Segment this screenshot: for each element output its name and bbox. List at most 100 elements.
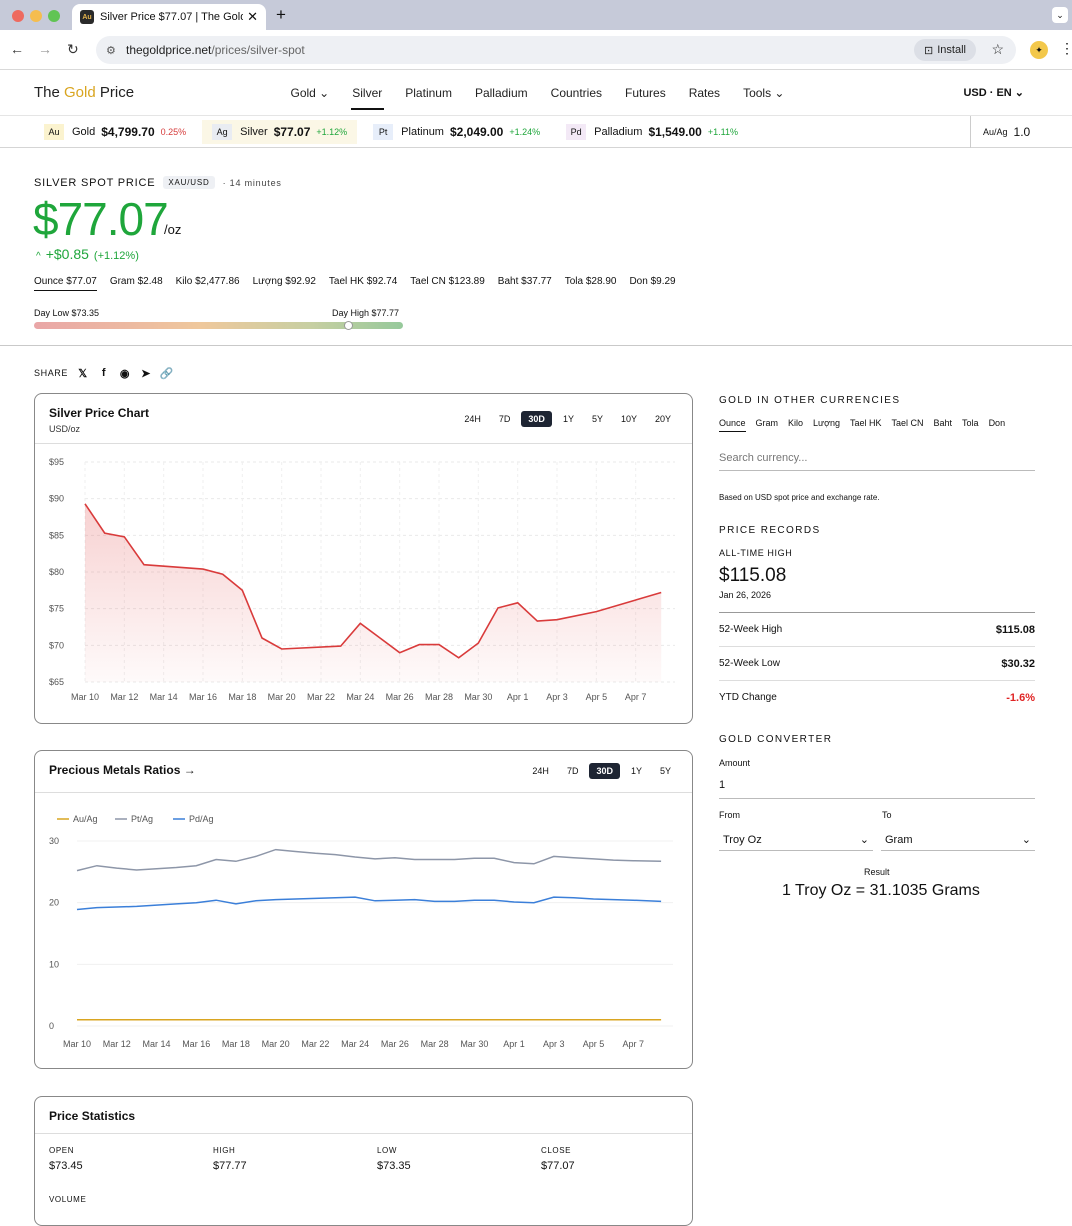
extension-icon[interactable]: ✦ (1030, 41, 1048, 59)
nav-countries[interactable]: Countries (539, 70, 613, 116)
currency-unit-tab[interactable]: Gram (756, 418, 779, 432)
back-icon[interactable]: ← (10, 41, 24, 57)
x-tick-label: Mar 10 (63, 1039, 91, 1049)
ratio-range-tab-1y[interactable]: 1Y (624, 763, 649, 779)
nav-gold[interactable]: Gold ⌄ (279, 70, 341, 116)
unit-price-item[interactable]: Lượng $92.92 (253, 276, 316, 291)
install-button[interactable]: ⊡Install (914, 39, 976, 61)
tab-search-chevron-icon[interactable]: ⌄ (1052, 7, 1068, 23)
y-tick-label: 20 (49, 898, 59, 908)
unit-price-item[interactable]: Don $9.29 (629, 276, 675, 291)
price-range-tab-1y[interactable]: 1Y (556, 411, 581, 427)
currency-unit-tab[interactable]: Baht (934, 418, 953, 432)
currency-search-input[interactable]: Search currency... (719, 452, 1035, 471)
currencies-heading: GOLD IN OTHER CURRENCIES (719, 395, 900, 406)
ratio-range-tab-30d[interactable]: 30D (589, 763, 620, 779)
x-tick-label: Mar 30 (464, 692, 492, 702)
reload-icon[interactable]: ↻ (67, 41, 79, 58)
stat-value-low: $73.35 (377, 1160, 411, 1172)
ratio-range-tab-5y[interactable]: 5Y (653, 763, 678, 779)
unit-price-item[interactable]: Tael CN $123.89 (410, 276, 485, 291)
currency-unit-tab[interactable]: Don (989, 418, 1006, 432)
from-unit-value: Troy Oz (723, 834, 762, 846)
unit-price-item[interactable]: Kilo $2,477.86 (176, 276, 240, 291)
y-tick-label: $90 (49, 494, 64, 504)
bookmark-star-icon[interactable]: ☆ (991, 41, 1004, 58)
currency-unit-tab[interactable]: Tola (962, 418, 979, 432)
x-tick-label: Mar 14 (142, 1039, 170, 1049)
ath-label: ALL-TIME HIGH (719, 548, 792, 558)
x-tick-label: Mar 18 (228, 692, 256, 702)
x-tick-label: Mar 16 (189, 692, 217, 702)
unit-price-item[interactable]: Tael HK $92.74 (329, 276, 397, 291)
new-tab-icon[interactable]: + (276, 5, 286, 25)
from-label: From (719, 810, 740, 820)
site-logo[interactable]: The Gold Price (34, 84, 134, 101)
maximize-window-button[interactable] (48, 10, 60, 22)
forward-icon[interactable]: → (38, 41, 52, 57)
price-range-tab-5y[interactable]: 5Y (585, 411, 610, 427)
share-label: SHARE (34, 368, 68, 378)
nav-palladium[interactable]: Palladium (463, 70, 539, 116)
currency-unit-tab[interactable]: Lượng (813, 418, 840, 432)
spot-header: SILVER SPOT PRICE XAU/USD · 14 minutes (34, 176, 282, 189)
stat-value-high: $77.77 (213, 1160, 247, 1172)
browser-menu-icon[interactable]: ⋮ (1060, 40, 1072, 57)
nav-silver[interactable]: Silver (341, 70, 394, 116)
record-label: 52-Week Low (719, 658, 780, 669)
ratio-range-tab-24h[interactable]: 24H (525, 763, 556, 779)
updated-time: · 14 minutes (223, 178, 282, 188)
ratio-line-pd-ag (77, 897, 661, 909)
x-tick-label: Mar 30 (460, 1039, 488, 1049)
site-settings-icon[interactable]: ⚙ (106, 44, 120, 57)
logo-prefix: The (34, 84, 64, 101)
price-range-tab-10y[interactable]: 10Y (614, 411, 644, 427)
price-unit: /oz (164, 222, 181, 237)
telegram-share-icon[interactable]: ➤ (140, 367, 152, 379)
currency-unit-tab[interactable]: Tael HK (850, 418, 882, 432)
amount-input[interactable]: 1 (719, 779, 1035, 799)
ratio-label: Au/Ag (983, 127, 1008, 137)
minimize-window-button[interactable] (30, 10, 42, 22)
nav-tools[interactable]: Tools ⌄ (732, 70, 796, 116)
currency-unit-tab[interactable]: Ounce (719, 418, 746, 432)
x-share-icon[interactable]: 𝕏 (77, 367, 89, 379)
unit-price-item[interactable]: Gram $2.48 (110, 276, 163, 291)
price-range-tab-30d[interactable]: 30D (521, 411, 552, 427)
price-range-tab-24h[interactable]: 24H (457, 411, 488, 427)
chevron-down-icon: ⌄ (860, 833, 869, 846)
ratio-range-tab-7d[interactable]: 7D (560, 763, 586, 779)
currency-language-select[interactable]: USD · EN ⌄ (963, 86, 1024, 99)
stat-label-high: HIGH (213, 1146, 235, 1155)
whatsapp-share-icon[interactable]: ◉ (119, 367, 131, 379)
currency-unit-tab[interactable]: Kilo (788, 418, 803, 432)
x-tick-label: Mar 20 (262, 1039, 290, 1049)
address-bar[interactable]: ⚙ thegoldprice.net/prices/silver-spot ⊡I… (96, 36, 1016, 64)
close-tab-icon[interactable]: ✕ (247, 9, 258, 25)
unit-price-item[interactable]: Tola $28.90 (565, 276, 617, 291)
facebook-share-icon[interactable]: f (98, 367, 110, 379)
x-tick-label: Mar 28 (421, 1039, 449, 1049)
stats-title: Price Statistics (49, 1109, 135, 1123)
price-range-tab-7d[interactable]: 7D (492, 411, 518, 427)
to-unit-select[interactable]: Gram⌄ (881, 829, 1035, 851)
currency-unit-tab[interactable]: Tael CN (892, 418, 924, 432)
nav-rates[interactable]: Rates (677, 70, 731, 116)
metal-price: $1,549.00 (648, 125, 701, 139)
copy-link-icon[interactable]: 🔗 (161, 367, 173, 379)
unit-price-item[interactable]: Ounce $77.07 (34, 276, 97, 291)
close-window-button[interactable] (12, 10, 24, 22)
browser-tab[interactable]: Au Silver Price $77.07 | The Gold ✕ (72, 4, 266, 30)
nav-platinum[interactable]: Platinum (394, 70, 464, 116)
unit-price-item[interactable]: Baht $37.77 (498, 276, 552, 291)
ratio-chart-title[interactable]: Precious Metals Ratios → (49, 763, 196, 777)
price-range-tab-20y[interactable]: 20Y (648, 411, 678, 427)
nav-futures[interactable]: Futures (614, 70, 678, 116)
x-tick-label: Mar 22 (307, 692, 335, 702)
from-unit-select[interactable]: Troy Oz ⌄ (719, 829, 873, 851)
